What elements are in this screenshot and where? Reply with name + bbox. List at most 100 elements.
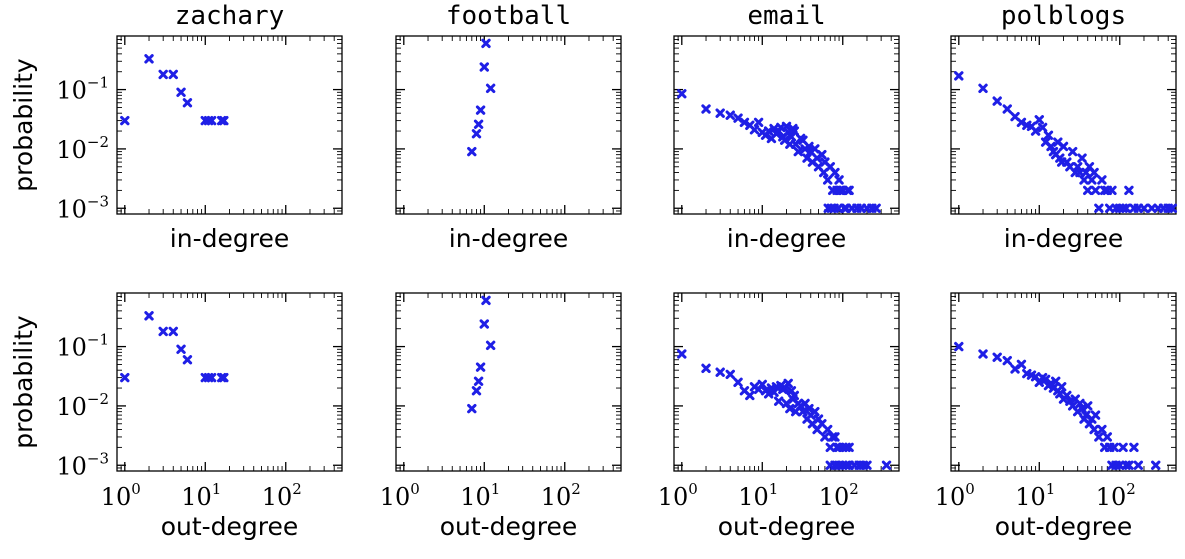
x-tick-label: 101 bbox=[181, 480, 221, 511]
x-tick-label: 102 bbox=[1096, 480, 1136, 511]
data-point bbox=[1002, 104, 1012, 114]
data-point bbox=[1037, 122, 1048, 133]
y-tick-label-exponent: −3 bbox=[87, 449, 109, 467]
data-point bbox=[481, 295, 491, 306]
data-point bbox=[1089, 424, 1099, 435]
data-point bbox=[1087, 175, 1097, 185]
data-point bbox=[830, 167, 840, 178]
data-point bbox=[1109, 442, 1119, 453]
data-point bbox=[978, 349, 988, 359]
data-point bbox=[1094, 203, 1104, 213]
data-point bbox=[1102, 432, 1112, 442]
data-point bbox=[733, 377, 743, 388]
plot-frame bbox=[395, 35, 622, 215]
data-point bbox=[479, 319, 489, 329]
data-point bbox=[471, 129, 482, 139]
x-axis-label: out-degree bbox=[718, 512, 856, 541]
data-point bbox=[1090, 185, 1101, 196]
data-point bbox=[1121, 203, 1131, 213]
data-point bbox=[168, 69, 178, 80]
plot-frame bbox=[395, 292, 622, 472]
x-tick-label-exponent: 1 bbox=[769, 480, 779, 498]
data-point bbox=[176, 344, 186, 354]
data-point bbox=[485, 340, 496, 351]
panel-polblogs-in: polblogs in-degree bbox=[950, 1, 1178, 253]
plot-frame bbox=[116, 292, 343, 472]
x-tick-label-base: 10 bbox=[1015, 483, 1046, 511]
data-point bbox=[1124, 185, 1134, 196]
x-axis-label: out-degree bbox=[995, 512, 1133, 541]
data-point bbox=[176, 87, 186, 97]
panel-title: zachary bbox=[175, 1, 285, 31]
data-point bbox=[1077, 403, 1087, 414]
data-point bbox=[677, 349, 687, 359]
data-point bbox=[810, 406, 820, 417]
data-point bbox=[475, 105, 486, 115]
data-point bbox=[1167, 203, 1178, 213]
data-point bbox=[757, 379, 767, 390]
y-tick-label-exponent: −2 bbox=[87, 390, 109, 408]
y-tick-label-base: 10 bbox=[56, 195, 87, 223]
x-tick-label-exponent: 0 bbox=[131, 480, 141, 498]
data-point bbox=[467, 146, 477, 157]
data-point bbox=[1062, 390, 1072, 401]
data-point bbox=[701, 363, 711, 374]
data-point bbox=[467, 403, 477, 414]
x-tick-label-base: 10 bbox=[819, 483, 850, 511]
x-axis-label: out-degree bbox=[440, 512, 578, 541]
x-tick-label: 101 bbox=[738, 480, 778, 511]
data-point bbox=[182, 355, 193, 365]
data-point bbox=[715, 108, 725, 118]
data-point bbox=[839, 203, 850, 213]
plot-frame bbox=[950, 292, 1177, 472]
data-point bbox=[471, 386, 482, 396]
x-tick-label-base: 10 bbox=[262, 483, 293, 511]
data-point bbox=[834, 175, 844, 185]
data-point bbox=[1090, 410, 1101, 420]
data-point bbox=[473, 119, 484, 129]
data-point bbox=[485, 83, 496, 94]
data-point bbox=[120, 115, 130, 126]
y-tick-label-base: 10 bbox=[56, 77, 87, 105]
data-point bbox=[822, 424, 833, 435]
x-tick-label: 100 bbox=[380, 480, 420, 511]
data-point bbox=[219, 115, 229, 126]
data-point bbox=[1034, 115, 1044, 125]
data-point bbox=[206, 372, 217, 383]
plot-frame bbox=[950, 35, 1177, 215]
x-tick-label-base: 10 bbox=[101, 483, 132, 511]
y-tick-label: 10−1 bbox=[56, 331, 109, 362]
x-tick-label-base: 10 bbox=[658, 483, 689, 511]
data-point bbox=[817, 149, 827, 160]
panel-title: football bbox=[446, 1, 571, 31]
y-axis-label: probability bbox=[9, 315, 38, 449]
x-tick-label-base: 10 bbox=[935, 483, 966, 511]
x-tick-label-exponent: 0 bbox=[410, 480, 420, 498]
data-point bbox=[677, 89, 687, 99]
plot-frame bbox=[116, 35, 343, 215]
data-point bbox=[785, 403, 795, 414]
data-point bbox=[144, 311, 154, 321]
data-point bbox=[783, 378, 793, 389]
panel-title: polblogs bbox=[1001, 1, 1126, 31]
y-tick-label: 10−2 bbox=[56, 133, 109, 164]
x-tick-label-exponent: 2 bbox=[571, 480, 581, 498]
data-point bbox=[753, 117, 764, 128]
data-point bbox=[725, 369, 735, 380]
data-point bbox=[475, 362, 486, 372]
x-tick-label-exponent: 1 bbox=[212, 480, 222, 498]
x-tick-label-exponent: 2 bbox=[1126, 480, 1136, 498]
x-tick-label-base: 10 bbox=[181, 483, 212, 511]
data-point bbox=[1079, 175, 1089, 185]
data-point bbox=[1083, 401, 1093, 411]
data-point bbox=[733, 113, 743, 123]
y-tick-label-exponent: −2 bbox=[87, 133, 109, 151]
panel-title: email bbox=[747, 1, 825, 31]
data-point bbox=[725, 110, 735, 120]
x-tick-label-base: 10 bbox=[1096, 483, 1127, 511]
data-point bbox=[158, 69, 168, 80]
y-tick-label-base: 10 bbox=[56, 393, 87, 421]
